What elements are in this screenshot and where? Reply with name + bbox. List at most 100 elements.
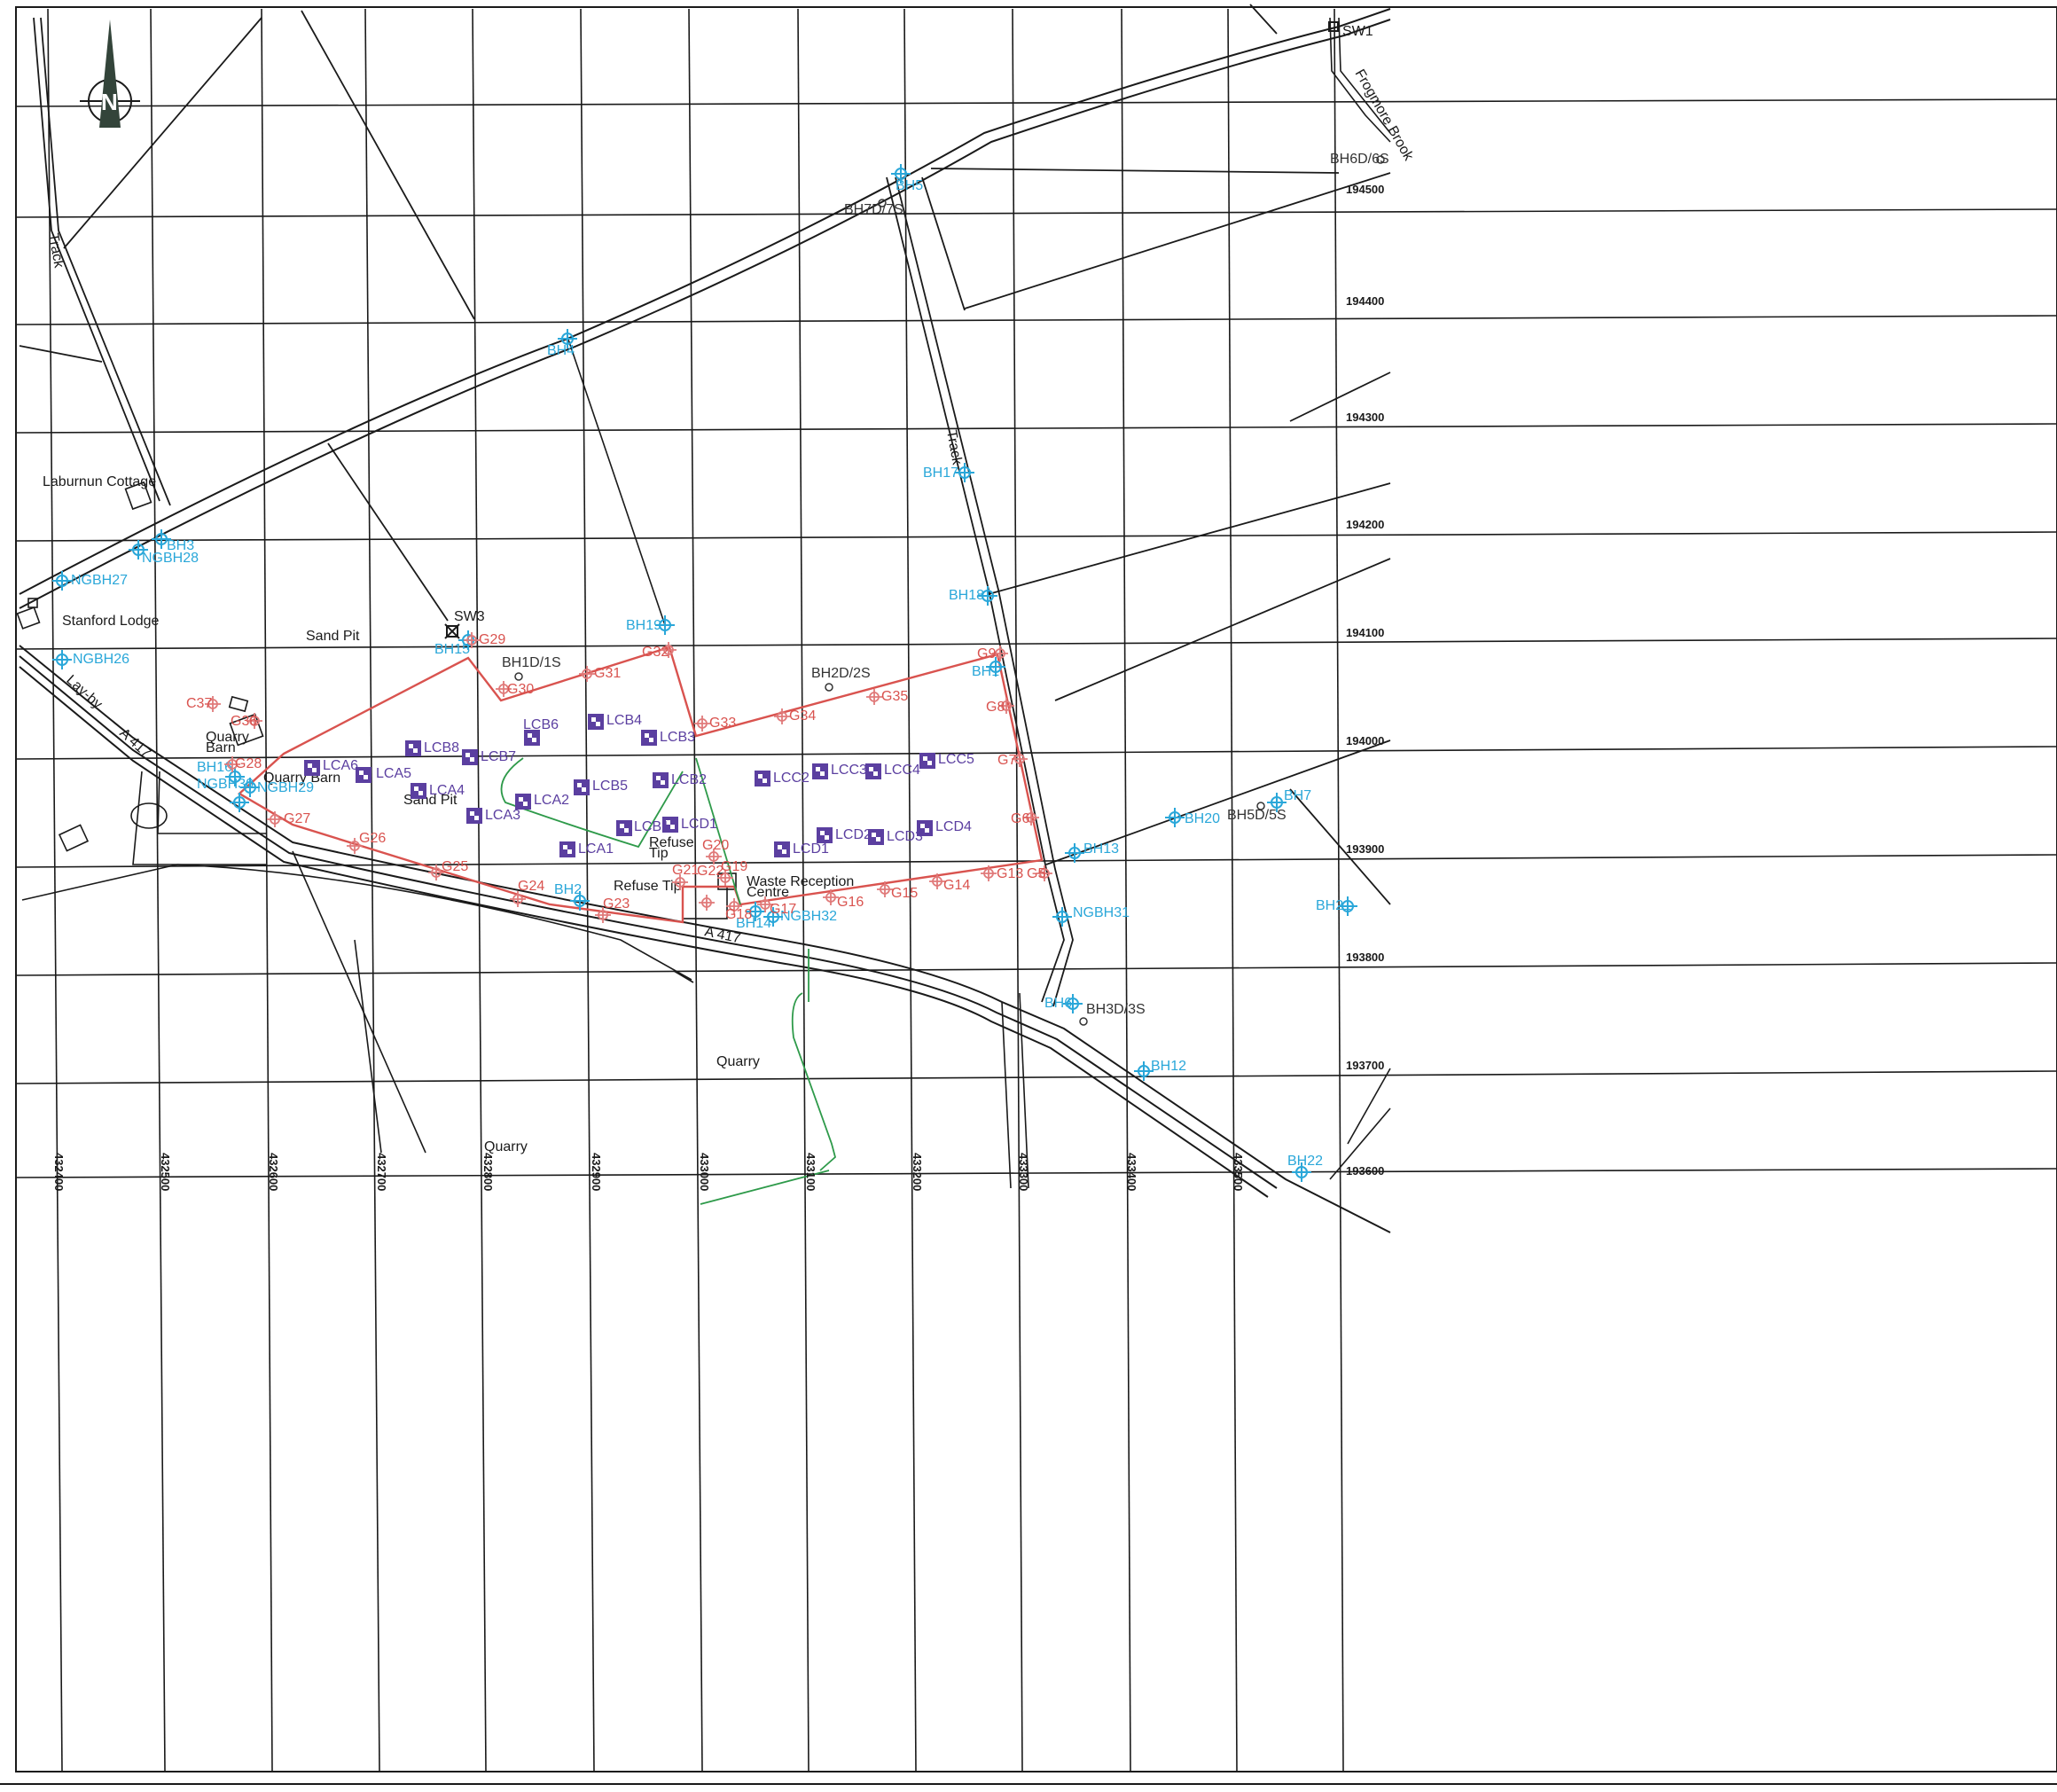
g31-label: G31 bbox=[594, 666, 621, 681]
place-labels: Laburnun Cottage Stanford Lodge Sand Pit… bbox=[43, 24, 1417, 1154]
g17-label: G17 bbox=[770, 902, 796, 917]
northing-labels: 194500 194400 194300 194200 194100 19400… bbox=[1346, 183, 1384, 1178]
label-waste-reception-a: Waste Reception bbox=[747, 874, 854, 889]
lcc4-label: LCC4 bbox=[884, 763, 920, 778]
lca4-marker bbox=[411, 783, 426, 799]
g9-label: G9 bbox=[977, 646, 996, 661]
northing-194500: 194500 bbox=[1346, 183, 1384, 196]
lcb3-label: LCB3 bbox=[660, 730, 695, 745]
lcb2-label: LCB2 bbox=[671, 772, 707, 787]
label-waste-reception-b: Centre bbox=[747, 885, 789, 900]
lcd1-marker bbox=[774, 841, 790, 857]
lca1-label: LCA1 bbox=[578, 841, 614, 857]
easting-432700: 432700 bbox=[375, 1153, 388, 1191]
misc-lines bbox=[21, 336, 1391, 1189]
ngbh31-label: NGBH31 bbox=[1073, 905, 1130, 920]
northing-194300: 194300 bbox=[1346, 411, 1384, 424]
label-quarry-1: Quarry bbox=[716, 1054, 760, 1069]
bh6d-label: BH6D/6S bbox=[1330, 152, 1389, 167]
g31-marker bbox=[578, 665, 596, 683]
compass-n: N bbox=[101, 89, 118, 115]
borehole-labels: BH1 BH2 BH3 BH4 BH5 BH6 BH7 BH12 BH13 BH… bbox=[71, 178, 1351, 1169]
lca3-label: LCA3 bbox=[485, 808, 520, 823]
bh22-label: BH22 bbox=[1287, 1154, 1323, 1169]
g35-marker bbox=[865, 688, 883, 706]
label-track-1: Track bbox=[45, 232, 66, 270]
bh7-label: BH7 bbox=[1284, 788, 1311, 803]
bh20-marker bbox=[1164, 807, 1185, 828]
g18-label: G18 bbox=[725, 907, 752, 922]
northing-193600: 193600 bbox=[1346, 1164, 1384, 1178]
easting-432900: 432900 bbox=[590, 1153, 603, 1191]
easting-433300: 433300 bbox=[1017, 1153, 1030, 1191]
label-sand-pit-1: Sand Pit bbox=[306, 629, 360, 644]
g7-label: G7 bbox=[997, 753, 1016, 768]
sw1-marker bbox=[1328, 21, 1339, 32]
ngbh30-marker bbox=[229, 792, 250, 813]
g19-label: G19 bbox=[721, 859, 747, 874]
frogmore-brook bbox=[1329, 17, 1391, 143]
bh18-label: BH18 bbox=[949, 588, 984, 603]
borehole-markers bbox=[51, 163, 1358, 1183]
easting-433400: 433400 bbox=[1125, 1153, 1138, 1191]
bh15-label: BH15 bbox=[434, 642, 470, 657]
label-sw3: SW3 bbox=[454, 609, 485, 624]
easting-432500: 432500 bbox=[159, 1153, 172, 1191]
g29-label: G29 bbox=[479, 632, 505, 647]
lcc4-marker bbox=[865, 763, 881, 779]
g14-label: G14 bbox=[943, 878, 970, 893]
g6-label: G6 bbox=[1011, 811, 1029, 826]
a417-road bbox=[19, 645, 1391, 1233]
label-track-2: Track bbox=[943, 429, 965, 467]
bh2d-label: BH2D/2S bbox=[811, 666, 871, 681]
c37-label: C37 bbox=[186, 696, 212, 711]
g8-label: G8 bbox=[986, 700, 1005, 715]
bh1d-marker bbox=[514, 672, 523, 681]
lcc2-label: LCC2 bbox=[773, 771, 810, 786]
bh13-marker bbox=[1064, 842, 1085, 864]
label-laburnun-cottage: Laburnun Cottage bbox=[43, 474, 156, 489]
g15-label: G15 bbox=[891, 886, 918, 901]
bh21-label: BH21 bbox=[1316, 898, 1351, 913]
g26-label: G26 bbox=[359, 831, 386, 846]
bh3d-marker bbox=[1079, 1017, 1088, 1026]
label-quarry-2: Quarry bbox=[484, 1139, 528, 1154]
bh16-label: BH16 bbox=[197, 760, 232, 775]
easting-labels: 432400 432500 432600 432700 432800 43290… bbox=[52, 1153, 1245, 1191]
label-refuse-tip-1b: Tip bbox=[649, 846, 669, 861]
bh3-label: BH3 bbox=[167, 538, 194, 553]
bh1-label: BH1 bbox=[972, 664, 999, 679]
label-refuse-tip-2: Refuse Tip bbox=[614, 879, 682, 894]
lcc3-marker bbox=[812, 763, 828, 779]
gas-labels: G5 G6 G7 G8 G9 G13 G14 G15 G16 G17 G18 G… bbox=[186, 632, 1045, 922]
lcd0-label: LCD1 bbox=[681, 817, 717, 832]
bh5d-label: BH5D/5S bbox=[1227, 808, 1287, 823]
lcb1-label: LCB1 bbox=[634, 819, 669, 834]
label-stanford-lodge: Stanford Lodge bbox=[62, 614, 160, 629]
track-left bbox=[19, 10, 475, 622]
bh3d-label: BH3D/3S bbox=[1086, 1002, 1146, 1017]
g27-marker bbox=[266, 810, 284, 828]
easting-432800: 432800 bbox=[481, 1153, 495, 1191]
label-quarry-barn-1: Quarry bbox=[206, 730, 249, 745]
g13-label: G13 bbox=[997, 866, 1023, 881]
lcb4-label: LCB4 bbox=[606, 713, 642, 728]
bh12-label: BH12 bbox=[1151, 1059, 1186, 1074]
bh19-label: BH19 bbox=[626, 618, 661, 633]
g21-label: G21 bbox=[672, 863, 699, 878]
lcb8-label: LCB8 bbox=[424, 740, 459, 755]
lca6-label: LCA6 bbox=[323, 758, 358, 773]
easting-433100: 433100 bbox=[804, 1153, 817, 1191]
label-lay-by: Lay-by bbox=[63, 672, 105, 712]
ngbh26-marker bbox=[51, 649, 73, 670]
lca3-marker bbox=[466, 808, 482, 824]
easting-432400: 432400 bbox=[52, 1153, 66, 1191]
easting-433200: 433200 bbox=[911, 1153, 924, 1191]
lcb7-label: LCB7 bbox=[481, 749, 516, 764]
label-quarry-barn-1b: Barn bbox=[206, 740, 236, 755]
compass-rose: N bbox=[80, 20, 140, 128]
ngbh26-label: NGBH26 bbox=[73, 652, 129, 667]
label-refuse-tip-1a: Refuse bbox=[649, 835, 694, 850]
bh14-label: BH14 bbox=[736, 916, 771, 931]
